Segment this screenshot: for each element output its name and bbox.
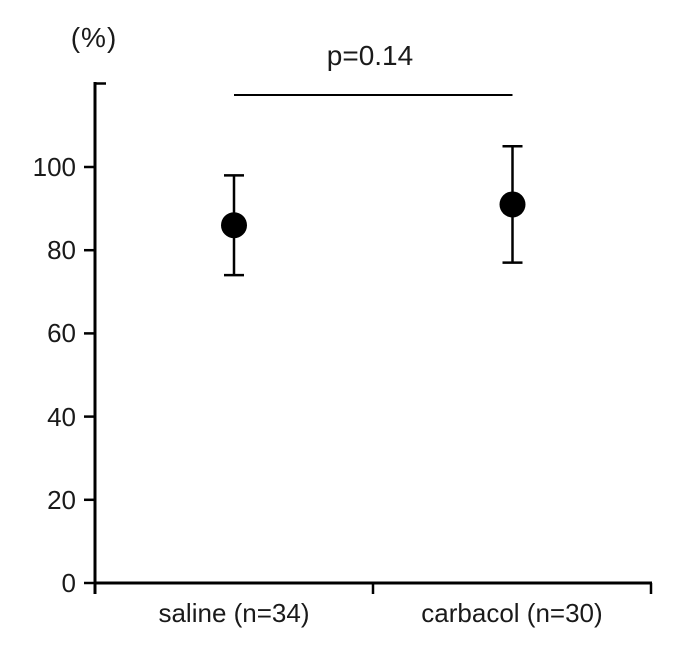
data-point-saline <box>221 212 247 239</box>
p-value-annotation: p=0.14 <box>326 40 414 71</box>
y-axis-unit-label: (%) <box>70 22 118 53</box>
y-tick-label-60: 60 <box>47 318 76 349</box>
y-tick-label-0: 0 <box>61 568 76 598</box>
y-tick-label-100: 100 <box>32 152 76 182</box>
y-tick-label-20: 20 <box>47 484 76 515</box>
x-category-label-saline: saline (n=34) <box>158 598 310 628</box>
data-point-carbacol <box>499 191 526 218</box>
y-tick-label-40: 40 <box>47 401 76 432</box>
x-category-label-carbacol: carbacol (n=30) <box>421 598 603 628</box>
y-tick-label-80: 80 <box>47 235 76 266</box>
